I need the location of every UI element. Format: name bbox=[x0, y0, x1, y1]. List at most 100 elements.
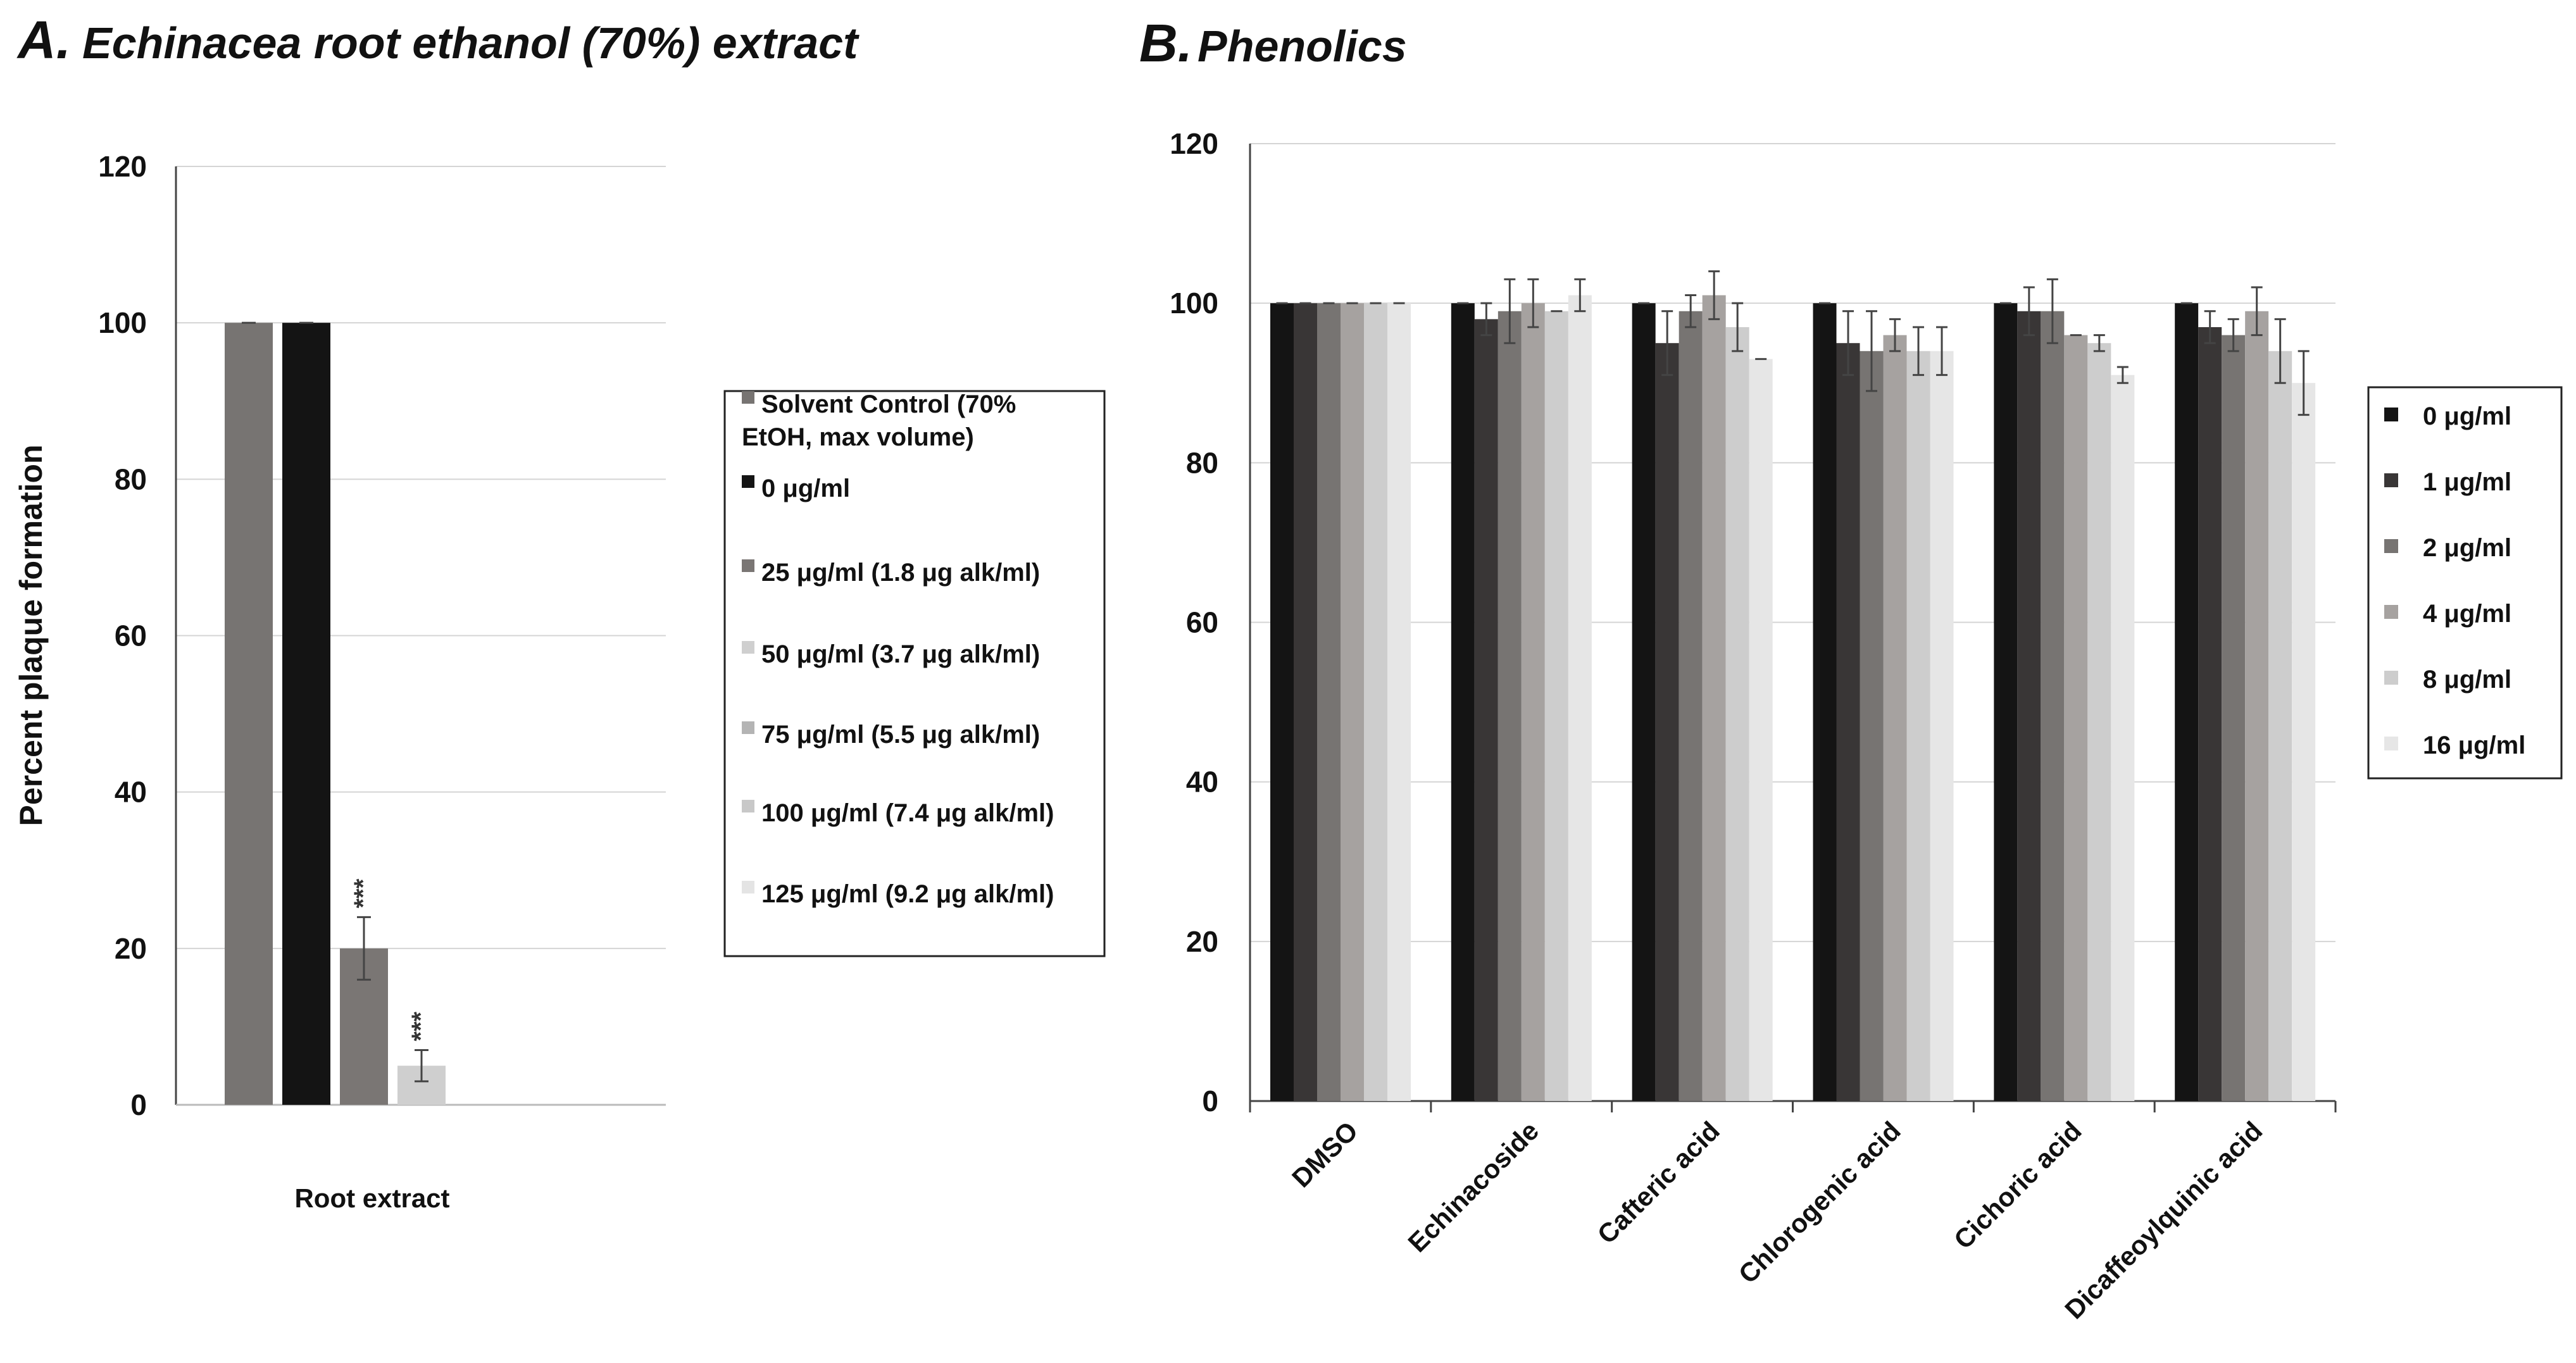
panel-a-legend-label: 75 μg/ml (5.5 μg alk/ml) bbox=[761, 721, 1040, 749]
panel-a-y-tick-label: 20 bbox=[115, 932, 147, 965]
panel-b-bar bbox=[1679, 311, 1703, 1101]
panel-a-title: A. Echinacea root ethanol (70%) extract bbox=[16, 10, 860, 70]
panel-b-bars bbox=[1270, 270, 2316, 1102]
panel-b-legend-swatch bbox=[2384, 408, 2398, 421]
panel-b-category-labels: DMSO Echinacoside Cafteric acid Chlorogenic… bbox=[1286, 1116, 2268, 1324]
panel-b-category-label: Dicaffeoylquinic acid bbox=[2059, 1116, 2268, 1324]
panel-a-y-tick-label: 120 bbox=[98, 150, 147, 183]
panel-a-legend-swatch bbox=[742, 475, 754, 488]
panel-a-title-text: Echinacea root ethanol (70%) extract bbox=[82, 18, 860, 68]
panel-b-bar bbox=[2175, 303, 2199, 1102]
panel-b-bar bbox=[2064, 335, 2088, 1101]
panel-b-bar bbox=[1521, 303, 1545, 1102]
panel-b-legend-swatch bbox=[2384, 473, 2398, 487]
panel-b-bar bbox=[1497, 311, 1522, 1101]
panel-b-bar bbox=[2111, 375, 2135, 1102]
panel-b-bar bbox=[1317, 303, 1341, 1102]
panel-b-bar bbox=[1906, 351, 1930, 1101]
panel-b-y-tick-label: 20 bbox=[1186, 925, 1218, 958]
panel-b-title-text: Phenolics bbox=[1197, 22, 1407, 71]
panel-b-y-tick-label: 0 bbox=[1202, 1085, 1218, 1117]
panel-b-bar bbox=[1294, 303, 1317, 1102]
panel-b-category-label: DMSO bbox=[1286, 1116, 1363, 1193]
panel-b-bar bbox=[1544, 311, 1568, 1101]
panel-b-bar bbox=[2041, 311, 2065, 1101]
panel-b-category-label: Cichoric acid bbox=[1948, 1116, 2087, 1255]
panel-b-bar bbox=[1749, 359, 1773, 1101]
panel-a-legend-swatch bbox=[742, 800, 754, 812]
panel-b-legend-swatch bbox=[2384, 539, 2398, 553]
panel-b-bar bbox=[1930, 351, 1954, 1101]
panel-b-bar bbox=[1994, 303, 2018, 1102]
panel-b-bar bbox=[1387, 303, 1411, 1102]
panel-a-legend: Solvent Control (70% EtOH, max volume) 0 μ… bbox=[742, 390, 1054, 908]
panel-b-legend-label: 2 μg/ml bbox=[2423, 534, 2511, 562]
panel-b-bar bbox=[2222, 335, 2246, 1101]
panel-b-y-tick-label: 40 bbox=[1186, 766, 1218, 799]
significance-marker: *** bbox=[349, 878, 377, 908]
panel-b-bar bbox=[1813, 303, 1837, 1102]
panel-b-y-tick-label: 80 bbox=[1186, 446, 1218, 479]
panel-b-bar bbox=[1883, 335, 1907, 1101]
panel-a-y-axis-title: Percent plaque formation bbox=[13, 445, 49, 826]
panel-a-legend-label: 50 μg/ml (3.7 μg alk/ml) bbox=[761, 640, 1040, 668]
panel-a-legend-box bbox=[723, 390, 1106, 957]
panel-b-bar bbox=[2087, 343, 2111, 1102]
panel-a-legend-label: 125 μg/ml (9.2 μg alk/ml) bbox=[761, 880, 1054, 908]
panel-a-bar bbox=[225, 323, 273, 1105]
panel-b-bar bbox=[1655, 343, 1679, 1102]
panel-b-bar bbox=[1364, 303, 1387, 1102]
panel-b-legend-swatch bbox=[2384, 605, 2398, 619]
panel-b-bar bbox=[2268, 351, 2292, 1101]
panel-a: A. Echinacea root ethanol (70%) extract 0… bbox=[13, 10, 1106, 1213]
panel-b-legend-swatch bbox=[2384, 671, 2398, 685]
panel-a-bars: *** *** bbox=[225, 321, 446, 1105]
panel-b-legend-box bbox=[2367, 386, 2563, 780]
panel-b-category-label: Cafteric acid bbox=[1591, 1116, 1725, 1250]
panel-b-bar bbox=[1725, 327, 1749, 1101]
significance-marker: *** bbox=[407, 1011, 435, 1041]
panel-b-bar bbox=[1568, 295, 1592, 1101]
panel-b-bar bbox=[1702, 295, 1726, 1101]
panel-a-legend-swatch bbox=[742, 881, 754, 893]
panel-b-bar bbox=[1632, 303, 1656, 1102]
panel-b-bar bbox=[2245, 311, 2269, 1101]
panel-a-legend-swatch bbox=[742, 391, 754, 404]
panel-a-y-tick-label: 100 bbox=[98, 306, 147, 339]
panel-a-y-tick-label: 60 bbox=[115, 619, 147, 652]
panel-b-legend-label: 16 μg/ml bbox=[2423, 731, 2525, 759]
panel-b-y-tick-label: 100 bbox=[1170, 287, 1218, 320]
panel-a-y-tick-label: 40 bbox=[115, 776, 147, 809]
panel-b-category-label: Chlorogenic acid bbox=[1733, 1116, 1906, 1289]
panel-b-y-tick-label: 120 bbox=[1170, 127, 1218, 160]
panel-b-bar bbox=[2292, 383, 2316, 1101]
panel-b-bar bbox=[2198, 327, 2222, 1101]
panel-b-legend-label: 8 μg/ml bbox=[2423, 666, 2511, 694]
panel-a-label: A. bbox=[16, 10, 71, 70]
panel-a-bar bbox=[282, 323, 330, 1105]
panel-b-y-tick-label: 60 bbox=[1186, 606, 1218, 639]
panel-b-bar bbox=[1341, 303, 1364, 1102]
panel-a-legend-swatch bbox=[742, 559, 754, 572]
panel-a-y-tick-label: 80 bbox=[115, 463, 147, 495]
panel-b-x-ticks bbox=[1249, 1101, 2337, 1112]
panel-b-legend-label: 4 μg/ml bbox=[2423, 600, 2511, 628]
panel-b-bar bbox=[2017, 311, 2041, 1101]
panel-a-x-axis-title: Root extract bbox=[294, 1183, 449, 1213]
panel-a-legend-label: Solvent Control (70% bbox=[761, 390, 1016, 418]
panel-b-legend: 0 μg/ml 1 μg/ml 2 μg/ml 4 μg/ml 8 μg/ml 16 μg… bbox=[2384, 402, 2525, 759]
panel-b-legend-swatch bbox=[2384, 737, 2398, 750]
panel-b-label: B. bbox=[1139, 13, 1192, 73]
panel-b-category-label: Echinacoside bbox=[1402, 1116, 1544, 1258]
panel-a-legend-label: 0 μg/ml bbox=[761, 475, 850, 502]
panel-b-bar bbox=[1451, 303, 1475, 1102]
panel-b-legend-label: 0 μg/ml bbox=[2423, 402, 2511, 430]
panel-b-title: B. Phenolics bbox=[1139, 13, 1407, 73]
panel-a-legend-swatch bbox=[742, 721, 754, 734]
panel-b-bar bbox=[1860, 351, 1884, 1101]
panel-a-legend-label: EtOH, max volume) bbox=[742, 423, 974, 451]
panel-b-y-ticks: 0 20 40 60 80 100 120 bbox=[1170, 127, 1218, 1117]
panel-a-legend-label: 25 μg/ml (1.8 μg alk/ml) bbox=[761, 559, 1040, 587]
panel-a-legend-label: 100 μg/ml (7.4 μg alk/ml) bbox=[761, 799, 1054, 827]
